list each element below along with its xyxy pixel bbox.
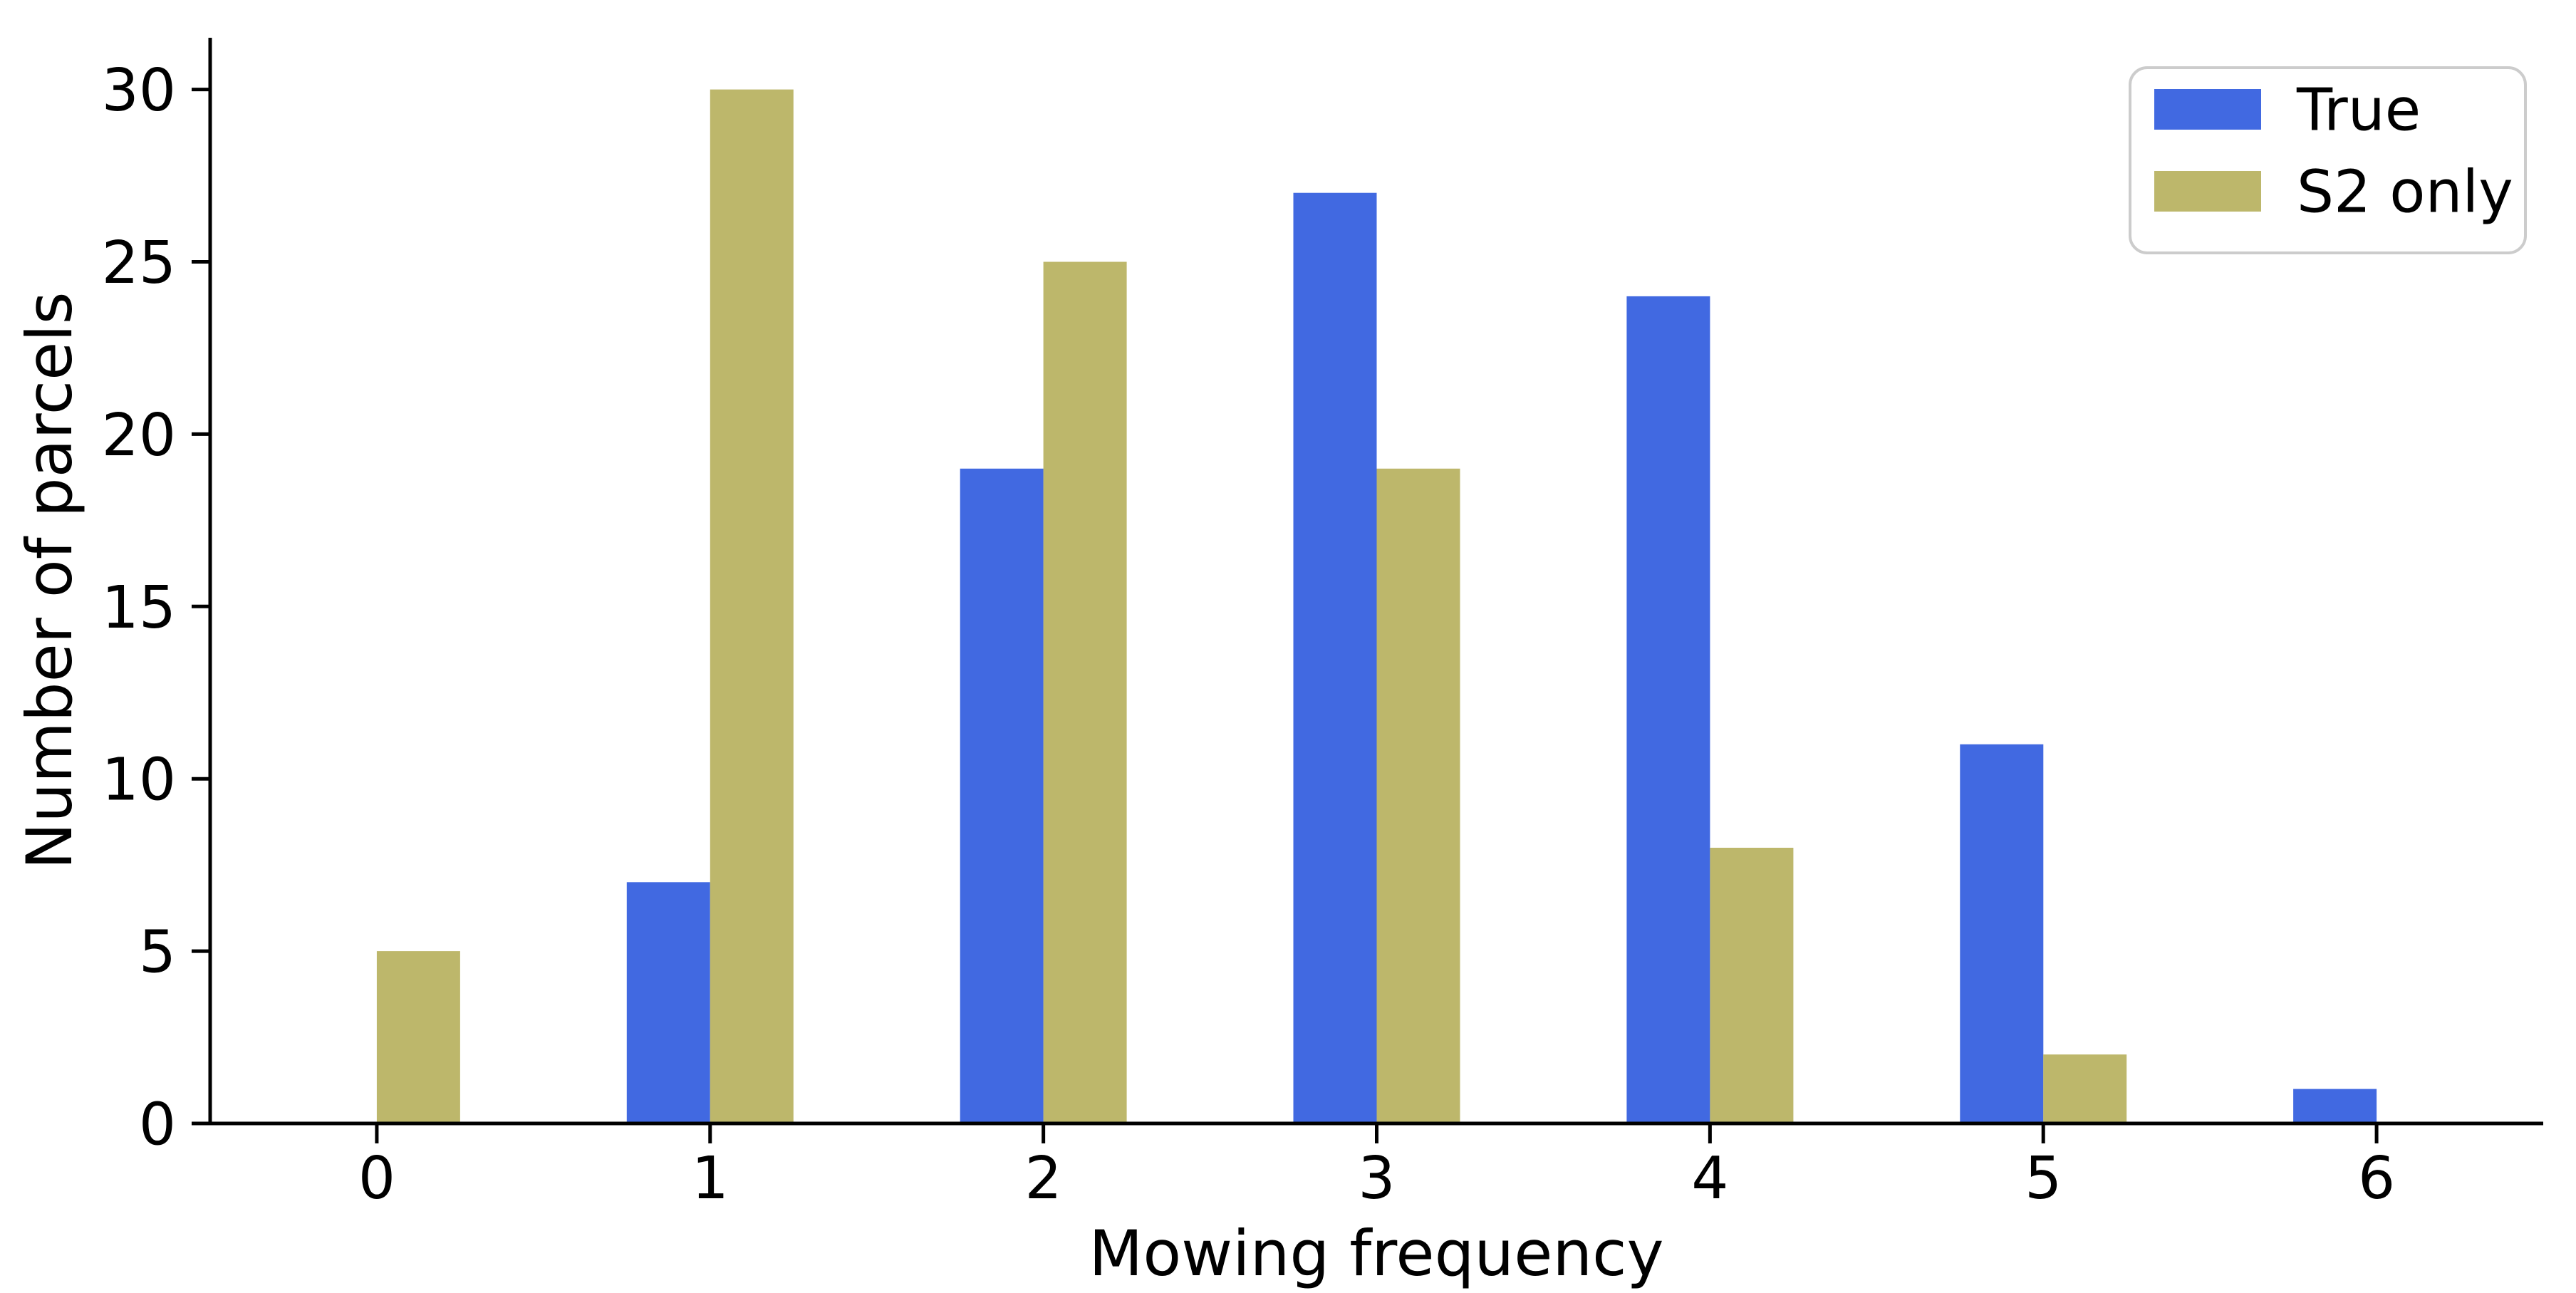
bar-true-x6 bbox=[2293, 1089, 2377, 1123]
bar-s2-only-x4 bbox=[1710, 848, 1794, 1123]
x-tick-label-4: 4 bbox=[1691, 1145, 1728, 1212]
y-tick-label-15: 15 bbox=[102, 574, 176, 642]
bar-s2-only-x5 bbox=[2043, 1054, 2127, 1123]
x-axis-label: Mowing frequency bbox=[1089, 1217, 1663, 1290]
y-tick-label-20: 20 bbox=[102, 402, 176, 469]
bar-s2-only-x3 bbox=[1376, 468, 1460, 1123]
bar-true-x4 bbox=[1626, 296, 1710, 1123]
x-tick-label-1: 1 bbox=[692, 1145, 729, 1212]
x-tick-label-2: 2 bbox=[1025, 1145, 1062, 1212]
bar-s2-only-x1 bbox=[710, 89, 794, 1124]
bar-s2-only-x0 bbox=[376, 951, 460, 1123]
x-tick-label-3: 3 bbox=[1358, 1145, 1395, 1212]
legend-label-s2-only: S2 only bbox=[2297, 159, 2513, 227]
y-axis-label: Number of parcels bbox=[13, 291, 86, 869]
bar-true-x1 bbox=[626, 882, 710, 1123]
y-tick-label-10: 10 bbox=[102, 747, 176, 814]
bar-true-x5 bbox=[1960, 744, 2044, 1123]
y-tick-label-0: 0 bbox=[139, 1091, 176, 1159]
bar-s2-only-x2 bbox=[1043, 261, 1127, 1123]
y-tick-label-30: 30 bbox=[102, 57, 176, 125]
x-tick-label-0: 0 bbox=[358, 1145, 395, 1212]
y-tick-label-5: 5 bbox=[139, 919, 176, 987]
x-tick-label-5: 5 bbox=[2025, 1145, 2062, 1212]
legend-label-true: True bbox=[2296, 77, 2421, 145]
ticks-layer: 0 1 2 3 4 5 6 0 5 10 15 20 25 30 bbox=[102, 57, 2396, 1212]
bar-true-x3 bbox=[1293, 192, 1377, 1124]
legend: True S2 only bbox=[2129, 66, 2527, 254]
bar-true-x2 bbox=[960, 468, 1044, 1123]
x-tick-label-6: 6 bbox=[2358, 1145, 2395, 1212]
bars-layer bbox=[376, 89, 2377, 1124]
y-tick-label-25: 25 bbox=[102, 229, 176, 297]
legend-swatch-s2-only bbox=[2154, 171, 2261, 212]
legend-swatch-true bbox=[2154, 89, 2261, 130]
